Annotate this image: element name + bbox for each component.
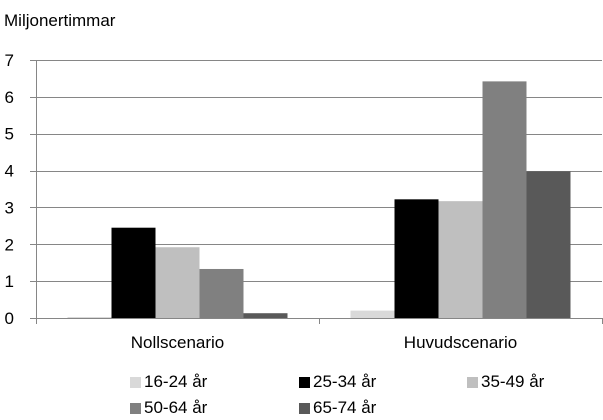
bar — [243, 313, 288, 318]
bar — [438, 201, 483, 318]
y-tick-label: 6 — [5, 88, 14, 107]
bar — [350, 310, 395, 318]
bar — [155, 247, 200, 318]
x-tick-label: Nollscenario — [131, 333, 225, 352]
bars — [67, 81, 571, 319]
x-tick-labels: Nollscenario Huvudscenario — [131, 333, 517, 352]
y-tick-labels: 0 1 2 3 4 5 6 7 — [5, 51, 14, 328]
axes — [36, 60, 603, 324]
bar — [482, 81, 527, 319]
bar — [199, 268, 244, 318]
y-tick-label: 2 — [5, 235, 14, 254]
y-tick-label: 5 — [5, 125, 14, 144]
bar — [394, 199, 439, 318]
y-tick-label: 0 — [5, 309, 14, 328]
bar — [111, 227, 156, 318]
y-axis-title: Miljonertimmar — [4, 11, 116, 30]
y-tick-label: 3 — [5, 198, 14, 217]
y-tick-label: 7 — [5, 51, 14, 70]
x-tick-label: Huvudscenario — [404, 333, 517, 352]
bar — [526, 171, 571, 318]
bar — [67, 317, 112, 318]
y-tick-label: 4 — [5, 162, 14, 181]
y-tick-label: 1 — [5, 272, 14, 291]
